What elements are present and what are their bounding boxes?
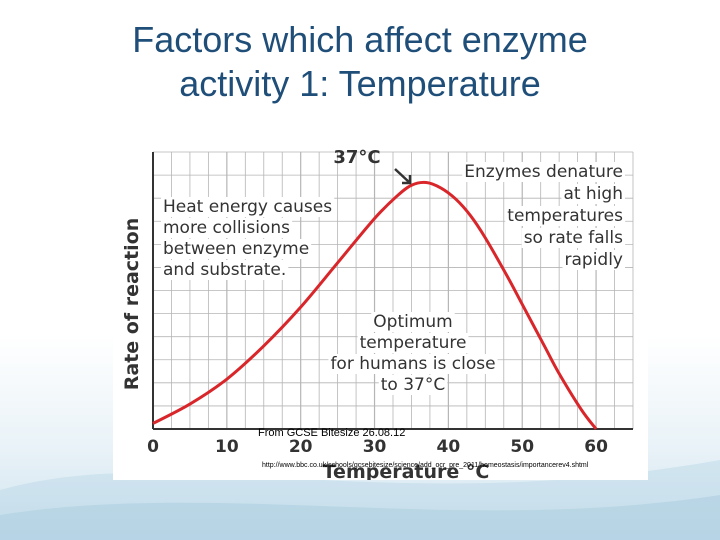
data-series-line: [152, 180, 598, 430]
y-axis-label: Rate of reaction: [121, 218, 143, 390]
annotation-bg: [521, 228, 626, 248]
x-tick-label: 60: [584, 437, 608, 457]
annotation-bg: [561, 184, 625, 204]
annotation-line: to 37°C: [381, 375, 445, 395]
chart-axes: [152, 152, 633, 430]
annotation-line: for humans is close: [330, 354, 495, 374]
annotation-bg: [161, 260, 289, 280]
x-tick-label: 20: [289, 437, 313, 457]
annotation-line: at high: [563, 184, 623, 204]
annotation-line: Heat energy causes: [163, 197, 332, 217]
annotation-bg: [328, 354, 498, 374]
annotation-line: and substrate.: [163, 260, 286, 280]
chart-image: 0 10 20 30 40 50 60 Rate of reaction Temperatu…: [113, 137, 648, 483]
x-tick-label: 40: [437, 437, 461, 457]
peak-temp-label: 37°C: [333, 147, 380, 168]
source-credit: From GCSE Bitesize 26.08.12: [258, 427, 406, 439]
annotation-line: temperatures: [507, 206, 623, 226]
slide-title: Factors which affect enzyme activity 1: …: [40, 18, 680, 106]
x-tick-label: 0: [147, 437, 159, 457]
annotation-line: Enzymes denature: [464, 162, 623, 182]
x-tick-label: 10: [215, 437, 239, 457]
x-tick-label: 30: [363, 437, 387, 457]
annotation-bg: [161, 197, 335, 217]
title-line-2: activity 1: Temperature: [179, 63, 541, 104]
x-tick-label: 50: [510, 437, 534, 457]
annotation-line: more collisions: [163, 218, 290, 238]
annotation-bg: [357, 333, 469, 353]
annotation-line: between enzyme: [163, 239, 309, 259]
annotation-bg: [378, 375, 448, 395]
annotation-bg: [505, 206, 626, 226]
annotation-bg: [161, 239, 312, 259]
annotation-bg: [462, 162, 625, 182]
annotation-bg: [562, 250, 625, 270]
annotation-line: temperature: [360, 333, 467, 353]
annotation-line: rapidly: [565, 250, 624, 270]
peak-arrow: [394, 168, 412, 185]
annotation-bg: [371, 312, 455, 332]
annotation-bg: [161, 218, 293, 238]
x-axis-label: Temperature °C: [323, 461, 490, 480]
annotation-line: so rate falls: [524, 228, 623, 248]
title-line-1: Factors which affect enzyme: [132, 19, 588, 60]
annotation-line: Optimum: [373, 312, 452, 332]
x-tick-labels: 0 10 20 30 40 50 60: [147, 437, 608, 457]
chart: 0 10 20 30 40 50 60 Rate of reaction Temperatu…: [121, 147, 634, 483]
source-url[interactable]: http://www.bbc.co.uk/schools/gcsebitesiz…: [262, 462, 589, 469]
